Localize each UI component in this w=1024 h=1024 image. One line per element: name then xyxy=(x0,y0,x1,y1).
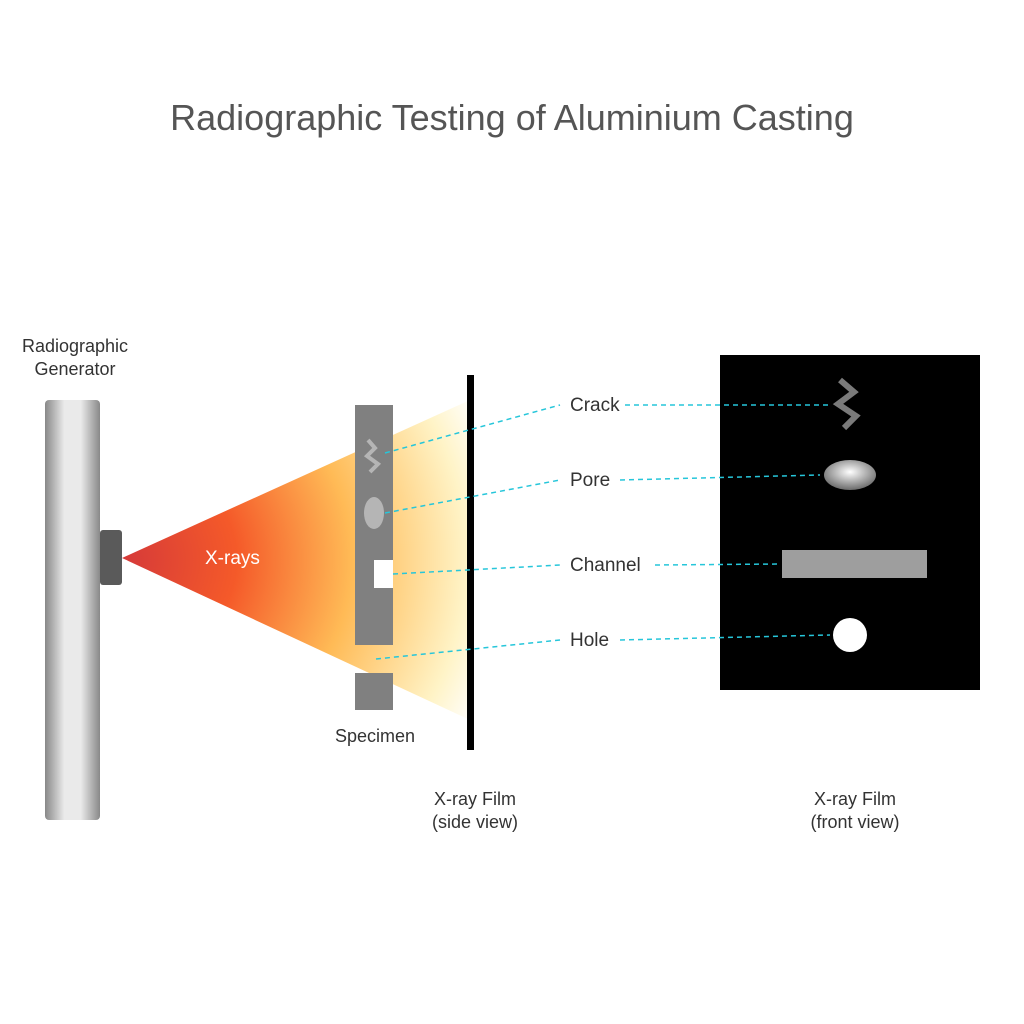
specimen-pore xyxy=(364,497,384,529)
generator-body xyxy=(45,400,100,820)
diagram-title: Radiographic Testing of Aluminium Castin… xyxy=(0,95,1024,142)
crack-label: Crack xyxy=(570,395,620,416)
film-side-line xyxy=(467,375,474,750)
xray-beam xyxy=(122,400,470,720)
diagram-canvas: X-rays Crack Pore Channel xyxy=(0,280,1024,880)
pore-label: Pore xyxy=(570,470,610,491)
generator-emitter xyxy=(100,530,122,585)
film-side-label: X-ray Film(side view) xyxy=(415,788,535,835)
front-pore xyxy=(824,460,876,490)
channel-label: Channel xyxy=(570,555,641,576)
specimen-channel xyxy=(374,560,393,588)
specimen-label: Specimen xyxy=(320,725,430,748)
front-hole xyxy=(833,618,867,652)
xrays-label: X-rays xyxy=(205,548,260,569)
front-channel xyxy=(782,550,927,578)
film-front-label: X-ray Film(front view) xyxy=(790,788,920,835)
generator-label: RadiographicGenerator xyxy=(10,335,140,382)
hole-label: Hole xyxy=(570,630,609,651)
